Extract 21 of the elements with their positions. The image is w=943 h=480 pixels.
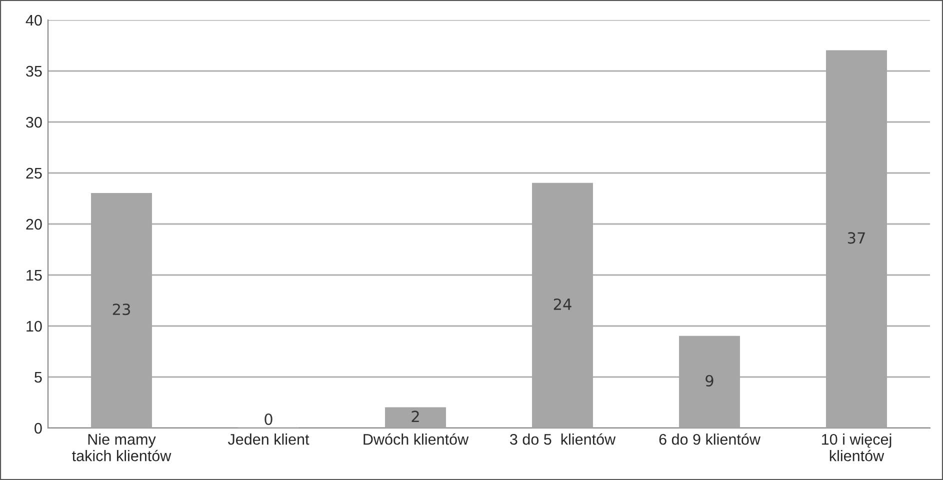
y-tick-label: 20 (26, 218, 42, 230)
y-tick-label: 5 (34, 372, 42, 383)
y-tick-label: 30 (26, 116, 42, 128)
data-label: 9 (706, 374, 714, 387)
y-tick-label: 15 (26, 270, 42, 281)
y-tick-label: 10 (26, 320, 42, 332)
y-tick-label: 40 (26, 14, 42, 26)
x-tick-label: Jeden klient (228, 434, 310, 445)
x-tick-label: Dwóch klientów (364, 433, 469, 445)
x-tick-label: Nie mamy takich klientów (72, 434, 172, 462)
x-tick-label: 3 do 5 klientów (510, 433, 616, 445)
data-label: 24 (554, 298, 572, 310)
data-label: 2 (412, 410, 419, 422)
data-label: 37 (848, 232, 865, 244)
data-label: 0 (264, 413, 272, 426)
y-tick-label: 0 (34, 422, 42, 434)
x-tick-label: 10 i więcej klientów (822, 434, 892, 462)
y-tick-label: 25 (26, 168, 42, 179)
data-label: 23 (112, 304, 130, 316)
x-tick-label: 6 do 9 klientów (659, 433, 760, 445)
y-tick-label: 35 (26, 66, 42, 77)
